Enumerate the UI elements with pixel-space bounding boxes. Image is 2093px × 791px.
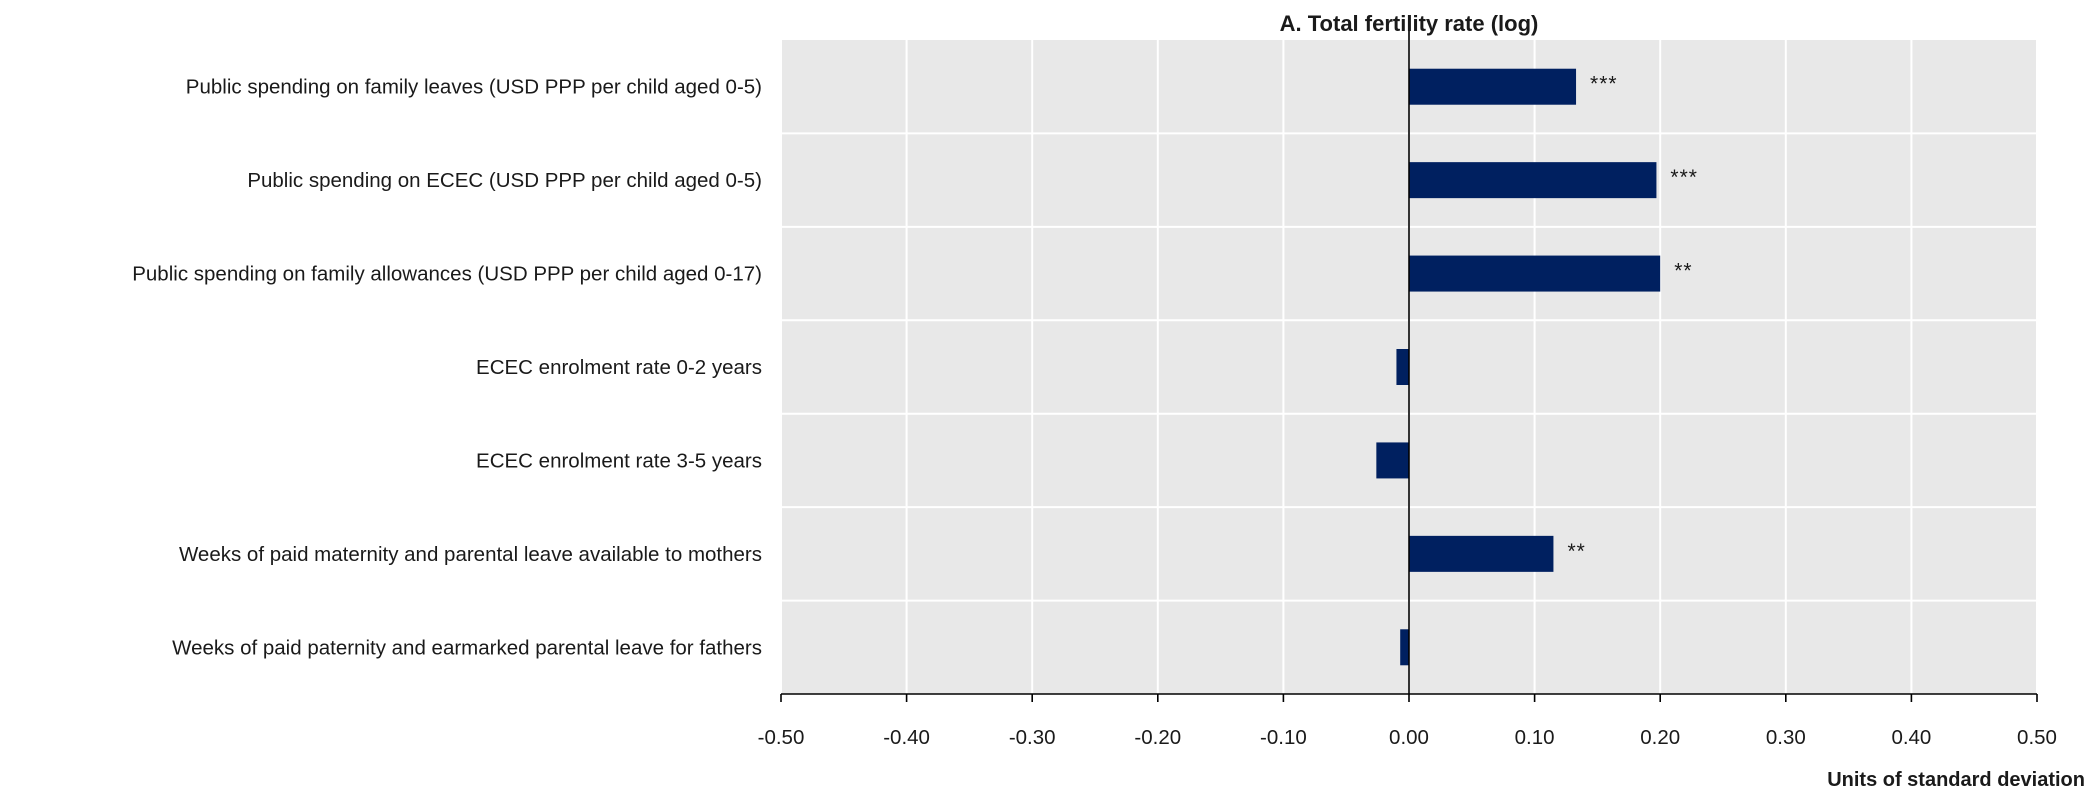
bars	[1376, 68, 1661, 666]
x-tick-label: 0.00	[1389, 726, 1429, 749]
x-tick-label: -0.40	[883, 726, 930, 749]
x-tick-label: -0.50	[758, 726, 805, 749]
significance-label: ***	[1590, 73, 1618, 96]
bar	[1409, 68, 1577, 105]
bar	[1400, 629, 1409, 666]
significance-label: **	[1567, 540, 1585, 563]
x-tick-label: 0.20	[1640, 726, 1680, 749]
x-tick-label: 0.40	[1891, 726, 1931, 749]
significance-label: ***	[1670, 166, 1698, 189]
bar	[1376, 442, 1409, 479]
x-tick-label: -0.10	[1260, 726, 1307, 749]
x-axis-title: Units of standard deviation	[1827, 769, 2085, 791]
category-label: Weeks of paid maternity and parental lea…	[179, 543, 762, 566]
x-tick-label: 0.50	[2017, 726, 2057, 749]
bar	[1409, 255, 1661, 292]
chart-title: A. Total fertility rate (log)	[1280, 11, 1539, 36]
category-label: ECEC enrolment rate 0-2 years	[476, 356, 762, 379]
bar	[1409, 162, 1657, 199]
x-axis-ticks: -0.50 -0.40 -0.30 -0.20 -0.10 0.00 0.10 0.20 0.3…	[758, 694, 2057, 749]
bar	[1396, 349, 1409, 385]
category-label: Public spending on ECEC (USD PPP per chi…	[247, 169, 762, 192]
x-tick-label: 0.10	[1515, 726, 1555, 749]
category-labels: Public spending on family leaves (USD PP…	[132, 76, 762, 660]
category-label: ECEC enrolment rate 3-5 years	[476, 449, 762, 472]
category-label: Public spending on family allowances (US…	[132, 263, 762, 286]
x-tick-label: -0.20	[1134, 726, 1181, 749]
x-tick-label: 0.30	[1766, 726, 1806, 749]
bar	[1409, 535, 1554, 572]
x-tick-label: -0.30	[1009, 726, 1056, 749]
significance-labels: **********	[1567, 73, 1698, 563]
category-label: Weeks of paid paternity and earmarked pa…	[172, 636, 762, 659]
significance-label: **	[1674, 260, 1692, 283]
category-label: Public spending on family leaves (USD PP…	[186, 76, 762, 99]
